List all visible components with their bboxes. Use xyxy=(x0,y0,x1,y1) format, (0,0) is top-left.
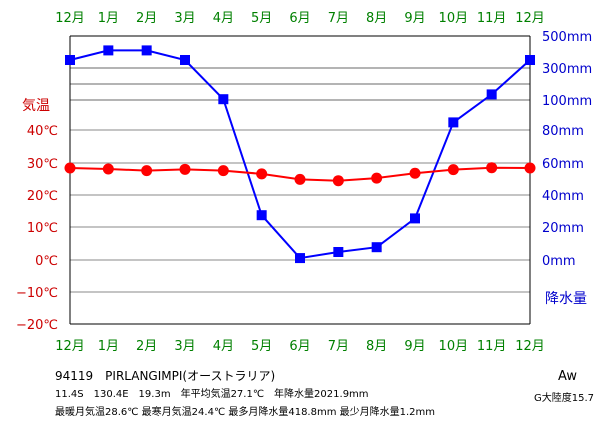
month-label-bottom: 2月 xyxy=(136,339,157,354)
temperature-tick-label: −20℃ xyxy=(16,318,58,333)
grid-lines xyxy=(69,35,531,325)
month-label-top: 10月 xyxy=(439,11,469,26)
month-label-top: 11月 xyxy=(477,11,507,26)
month-label-bottom: 3月 xyxy=(174,339,195,354)
month-label-bottom: 11月 xyxy=(477,339,507,354)
temperature-point xyxy=(332,175,344,187)
temperature-tick-label: 20℃ xyxy=(27,189,58,204)
temperature-point xyxy=(141,165,153,177)
temperature-point xyxy=(294,173,306,185)
precipitation-point xyxy=(295,253,305,264)
station-line2: 最暖月気温28.6℃ 最寒月気温24.4℃ 最多月降水量418.8mm 最少月降… xyxy=(55,407,436,418)
precipitation-point xyxy=(525,55,535,65)
temperature-point xyxy=(409,167,421,179)
month-label-top: 12月 xyxy=(55,11,85,26)
month-label-top: 7月 xyxy=(328,11,349,26)
month-label-bottom: 6月 xyxy=(289,339,310,354)
precipitation-tick-label: 300mm xyxy=(542,62,592,77)
precipitation-tick-label: 40mm xyxy=(542,189,584,204)
temperature-axis-label: 気温 xyxy=(22,98,50,114)
temperature-point xyxy=(102,163,114,175)
temperature-point xyxy=(486,162,498,174)
top-month-labels: 12月 1月 2月 3月 4月 5月 6月 7月 8月 9月 10月 11月 12月 xyxy=(55,11,545,26)
month-label-bottom: 7月 xyxy=(328,339,349,354)
temperature-tick-label: 40℃ xyxy=(27,124,58,139)
precipitation-axis-ticks: 500mm 300mm 100mm 80mm 60mm 40mm 20mm 0mm xyxy=(542,30,592,269)
month-label-top: 9月 xyxy=(404,11,425,26)
precipitation-point xyxy=(141,45,152,56)
precipitation-tick-label: 60mm xyxy=(542,157,584,172)
month-label-top: 8月 xyxy=(366,11,387,26)
month-label-bottom: 9月 xyxy=(404,339,425,354)
climate-name: G大陸度15.7 xyxy=(534,393,595,404)
precipitation-point xyxy=(371,242,382,253)
temperature-tick-label: 10℃ xyxy=(27,221,58,236)
temperature-tick-label: −10℃ xyxy=(16,286,58,301)
month-label-bottom: 12月 xyxy=(515,339,545,354)
temperature-axis-ticks: 40℃ 30℃ 20℃ 10℃ 0℃ −10℃ −20℃ xyxy=(16,124,58,333)
precipitation-point xyxy=(486,89,497,100)
temperature-series xyxy=(64,162,536,187)
precipitation-point xyxy=(333,247,344,257)
month-label-top: 12月 xyxy=(515,11,545,26)
bottom-month-labels: 12月 1月 2月 3月 4月 5月 6月 7月 8月 9月 10月 11月 12月 xyxy=(55,339,545,354)
month-label-top: 1月 xyxy=(98,11,119,26)
precipitation-point xyxy=(180,55,190,65)
temperature-tick-label: 0℃ xyxy=(35,254,58,269)
temperature-point xyxy=(179,163,191,175)
precipitation-point xyxy=(103,45,114,56)
precipitation-tick-label: 20mm xyxy=(542,221,584,236)
temperature-tick-label: 30℃ xyxy=(27,157,58,172)
month-label-bottom: 5月 xyxy=(251,339,272,354)
precipitation-point xyxy=(65,55,75,65)
precipitation-series xyxy=(65,45,535,264)
month-label-top: 2月 xyxy=(136,11,157,26)
temperature-point xyxy=(524,162,536,174)
month-label-bottom: 4月 xyxy=(213,339,234,354)
month-label-top: 4月 xyxy=(213,11,234,26)
precipitation-tick-label: 80mm xyxy=(542,124,584,139)
precipitation-tick-label: 100mm xyxy=(542,94,592,109)
temperature-point xyxy=(256,168,268,180)
precipitation-tick-label: 0mm xyxy=(542,254,576,269)
precipitation-point xyxy=(218,94,229,105)
month-label-bottom: 12月 xyxy=(55,339,85,354)
temperature-point xyxy=(64,162,76,174)
climate-code: Aw xyxy=(558,369,577,384)
precipitation-point xyxy=(448,117,459,128)
month-label-bottom: 10月 xyxy=(439,339,469,354)
precipitation-point xyxy=(256,210,267,221)
month-label-top: 5月 xyxy=(251,11,272,26)
precipitation-point xyxy=(410,213,420,224)
month-label-bottom: 8月 xyxy=(366,339,387,354)
month-label-top: 6月 xyxy=(289,11,310,26)
station-title: 94119 PIRLANGIMPI(オーストラリア) xyxy=(55,369,276,383)
temperature-point xyxy=(447,164,459,176)
station-line1: 11.4S 130.4E 19.3m 年平均気温27.1℃ 年降水量2021.9… xyxy=(55,389,369,400)
precipitation-tick-label: 500mm xyxy=(542,30,592,45)
month-label-bottom: 1月 xyxy=(98,339,119,354)
precipitation-axis-label: 降水量 xyxy=(545,291,587,307)
temperature-point xyxy=(371,172,383,184)
month-label-top: 3月 xyxy=(174,11,195,26)
temperature-point xyxy=(217,165,229,177)
